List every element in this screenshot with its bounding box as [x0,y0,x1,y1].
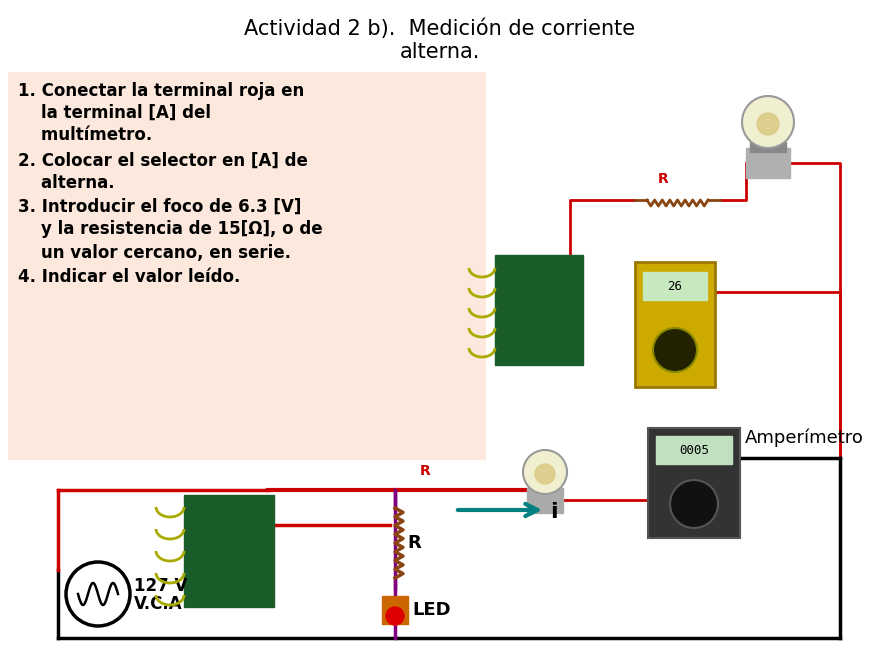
Bar [655,436,731,464]
Text: 3. Introducir el foco de 6.3 [V]: 3. Introducir el foco de 6.3 [V] [18,198,301,216]
Bar [494,255,582,365]
Text: 1. Conectar la terminal roja en: 1. Conectar la terminal roja en [18,82,304,100]
Circle shape [741,96,793,148]
Bar [634,262,714,387]
Text: 2. Colocar el selector en [A] de: 2. Colocar el selector en [A] de [18,152,307,170]
Text: un valor cercano, en serie.: un valor cercano, en serie. [18,244,291,262]
Text: R: R [407,534,421,552]
Text: R: R [420,464,430,478]
Circle shape [652,328,696,372]
Text: 127 V: 127 V [133,577,187,595]
Bar [647,428,739,538]
Text: multímetro.: multímetro. [18,126,152,144]
Bar [643,272,706,300]
Bar [749,142,785,152]
Text: LED: LED [412,601,450,619]
Circle shape [385,607,404,625]
Text: 4. Indicar el valor leído.: 4. Indicar el valor leído. [18,268,240,286]
Text: R: R [658,172,668,186]
Text: alterna.: alterna. [18,174,114,192]
Text: y la resistencia de 15[Ω], o de: y la resistencia de 15[Ω], o de [18,220,322,238]
Circle shape [535,464,554,484]
Bar [382,596,407,624]
FancyBboxPatch shape [8,72,486,460]
Circle shape [756,113,778,135]
Text: Amperímetro: Amperímetro [745,429,863,447]
Text: alterna.: alterna. [399,42,479,62]
Text: V.C.A: V.C.A [133,595,183,613]
Circle shape [66,562,130,626]
Bar [527,488,563,513]
Text: i: i [550,502,557,522]
Bar [745,148,789,178]
Text: 26: 26 [666,280,681,293]
Text: 0005: 0005 [678,443,709,456]
Bar [184,495,274,607]
Circle shape [522,450,566,494]
Text: la terminal [A] del: la terminal [A] del [18,104,211,122]
Circle shape [669,480,717,528]
Text: Actividad 2 b).  Medición de corriente: Actividad 2 b). Medición de corriente [244,18,635,38]
